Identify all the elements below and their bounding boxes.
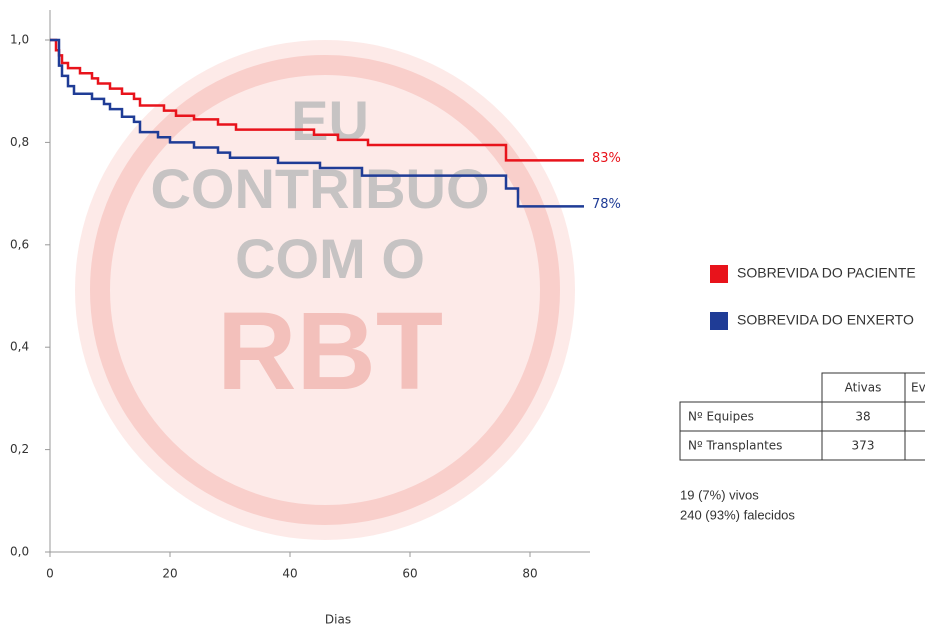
table-cell-text: 38 xyxy=(855,410,870,424)
y-tick-label: 0,0 xyxy=(10,545,29,559)
end-label: 83% xyxy=(592,151,621,166)
x-tick-label: 0 xyxy=(46,567,54,581)
x-tick-label: 40 xyxy=(282,567,297,581)
legend-label: SOBREVIDA DO ENXERTO xyxy=(737,312,914,328)
table-header: Ativas xyxy=(845,381,882,395)
legend-label: SOBREVIDA DO PACIENTE xyxy=(737,265,916,281)
end-label: 78% xyxy=(592,197,621,212)
x-tick-label: 20 xyxy=(162,567,177,581)
legend-swatch xyxy=(710,312,728,330)
table-cell-text: Nº Equipes xyxy=(688,410,754,424)
table: Ativas Ev Nº Equipes 38 Nº Transplantes … xyxy=(679,372,925,461)
table-cell-text: 373 xyxy=(852,439,875,453)
watermark-text: RBT xyxy=(217,290,443,413)
y-tick-label: 0,2 xyxy=(10,442,29,456)
watermark-ring xyxy=(90,55,560,525)
legend-swatch xyxy=(710,265,728,283)
y-tick-label: 0,8 xyxy=(10,135,29,149)
y-tick-label: 0,4 xyxy=(10,340,29,354)
note: 19 (7%) vivos xyxy=(680,487,759,502)
survival-line xyxy=(50,38,584,208)
table-header: Ev xyxy=(911,381,925,395)
table-cell-text: Nº Transplantes xyxy=(688,439,782,453)
watermark-text: COM O xyxy=(235,227,425,290)
note: 240 (93%) falecidos xyxy=(680,507,795,522)
x-tick-label: 60 xyxy=(402,567,417,581)
table-cell xyxy=(679,430,925,461)
y-tick-label: 0,6 xyxy=(10,237,29,251)
y-tick-label: 1,0 xyxy=(10,33,29,47)
x-tick-label: 80 xyxy=(522,567,537,581)
watermark-text: EU xyxy=(291,89,369,152)
watermark-circle xyxy=(75,40,575,540)
survival-line xyxy=(50,38,584,162)
x-axis-label: Dias xyxy=(325,613,351,627)
